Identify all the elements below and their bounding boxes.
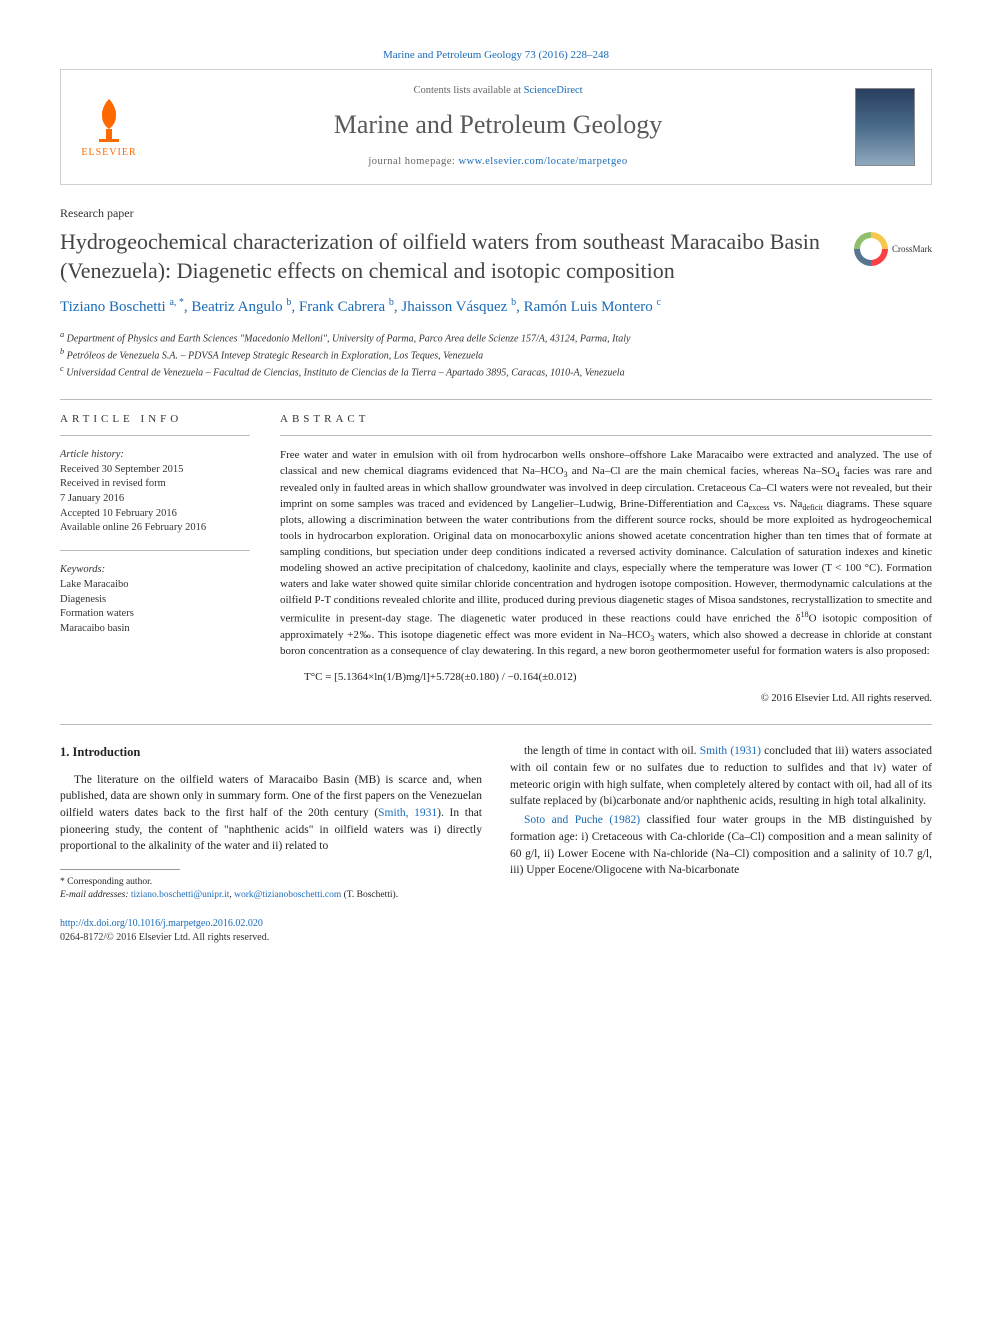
copyright: © 2016 Elsevier Ltd. All rights reserved… xyxy=(280,692,932,707)
intro-heading: 1. Introduction xyxy=(60,743,482,761)
intro-p2: the length of time in contact with oil. … xyxy=(510,743,932,810)
sciencedirect-link[interactable]: ScienceDirect xyxy=(524,85,583,96)
email-link-2[interactable]: work@tizianoboschetti.com xyxy=(234,890,341,900)
formula: T°C = [5.1364×ln(1/B)mg/l]+5.728(±0.180)… xyxy=(304,670,932,685)
abstract-head: ABSTRACT xyxy=(280,412,932,427)
intro-p1: The literature on the oilfield waters of… xyxy=(60,772,482,855)
body-col-left: 1. Introduction The literature on the oi… xyxy=(60,743,482,945)
ref-link[interactable]: Smith, 1931 xyxy=(378,807,437,819)
journal-cover-thumb[interactable] xyxy=(855,88,915,166)
publisher-name: ELSEVIER xyxy=(81,146,136,160)
elsevier-tree-icon xyxy=(84,94,134,144)
divider xyxy=(60,550,250,551)
journal-homepage: journal homepage: www.elsevier.com/locat… xyxy=(141,155,855,170)
ref-link[interactable]: Soto and Puche (1982) xyxy=(524,814,640,826)
publisher-logo[interactable]: ELSEVIER xyxy=(77,94,141,160)
crossmark-icon xyxy=(854,232,888,266)
footnote-divider xyxy=(60,869,180,870)
homepage-link[interactable]: www.elsevier.com/locate/marpetgeo xyxy=(458,156,627,167)
ref-link[interactable]: Smith (1931) xyxy=(700,745,761,757)
email-label: E-mail addresses: xyxy=(60,890,131,900)
contents-available: Contents lists available at ScienceDirec… xyxy=(141,84,855,99)
journal-name: Marine and Petroleum Geology xyxy=(141,107,855,143)
crossmark-widget[interactable]: CrossMark xyxy=(854,232,932,266)
email-suffix: (T. Boschetti). xyxy=(341,890,398,900)
doi-link[interactable]: http://dx.doi.org/10.1016/j.marpetgeo.20… xyxy=(60,918,263,929)
corr-label: * Corresponding author. xyxy=(60,876,482,889)
history-label: Article history: xyxy=(60,449,124,460)
issn-copyright: 0264-8172/© 2016 Elsevier Ltd. All right… xyxy=(60,932,269,943)
journal-header: ELSEVIER Contents lists available at Sci… xyxy=(60,69,932,185)
abstract-text: Free water and water in emulsion with oi… xyxy=(280,448,932,660)
paper-type: Research paper xyxy=(60,205,932,222)
divider xyxy=(60,435,250,436)
body-col-right: the length of time in contact with oil. … xyxy=(510,743,932,945)
article-info-head: ARTICLE INFO xyxy=(60,412,250,427)
journal-reference: Marine and Petroleum Geology 73 (2016) 2… xyxy=(60,48,932,63)
corresponding-author: * Corresponding author. E-mail addresses… xyxy=(60,876,482,903)
divider xyxy=(280,435,932,436)
intro-p3: Soto and Puche (1982) classified four wa… xyxy=(510,812,932,879)
contents-prefix: Contents lists available at xyxy=(413,85,523,96)
crossmark-label: CrossMark xyxy=(892,243,932,256)
home-prefix: journal homepage: xyxy=(368,156,458,167)
doi-block: http://dx.doi.org/10.1016/j.marpetgeo.20… xyxy=(60,917,482,946)
authors: Tiziano Boschetti a, *, Beatriz Angulo b… xyxy=(60,295,932,319)
divider xyxy=(60,724,932,725)
keywords-label: Keywords: xyxy=(60,564,105,575)
email-link-1[interactable]: tiziano.boschetti@unipr.it xyxy=(131,890,229,900)
article-history: Article history: Received 30 September 2… xyxy=(60,448,250,536)
divider xyxy=(60,399,932,400)
keywords-block: Keywords: Lake MaracaiboDiagenesisFormat… xyxy=(60,563,250,636)
affiliations: a Department of Physics and Earth Scienc… xyxy=(60,329,932,381)
article-title: Hydrogeochemical characterization of oil… xyxy=(60,228,842,285)
